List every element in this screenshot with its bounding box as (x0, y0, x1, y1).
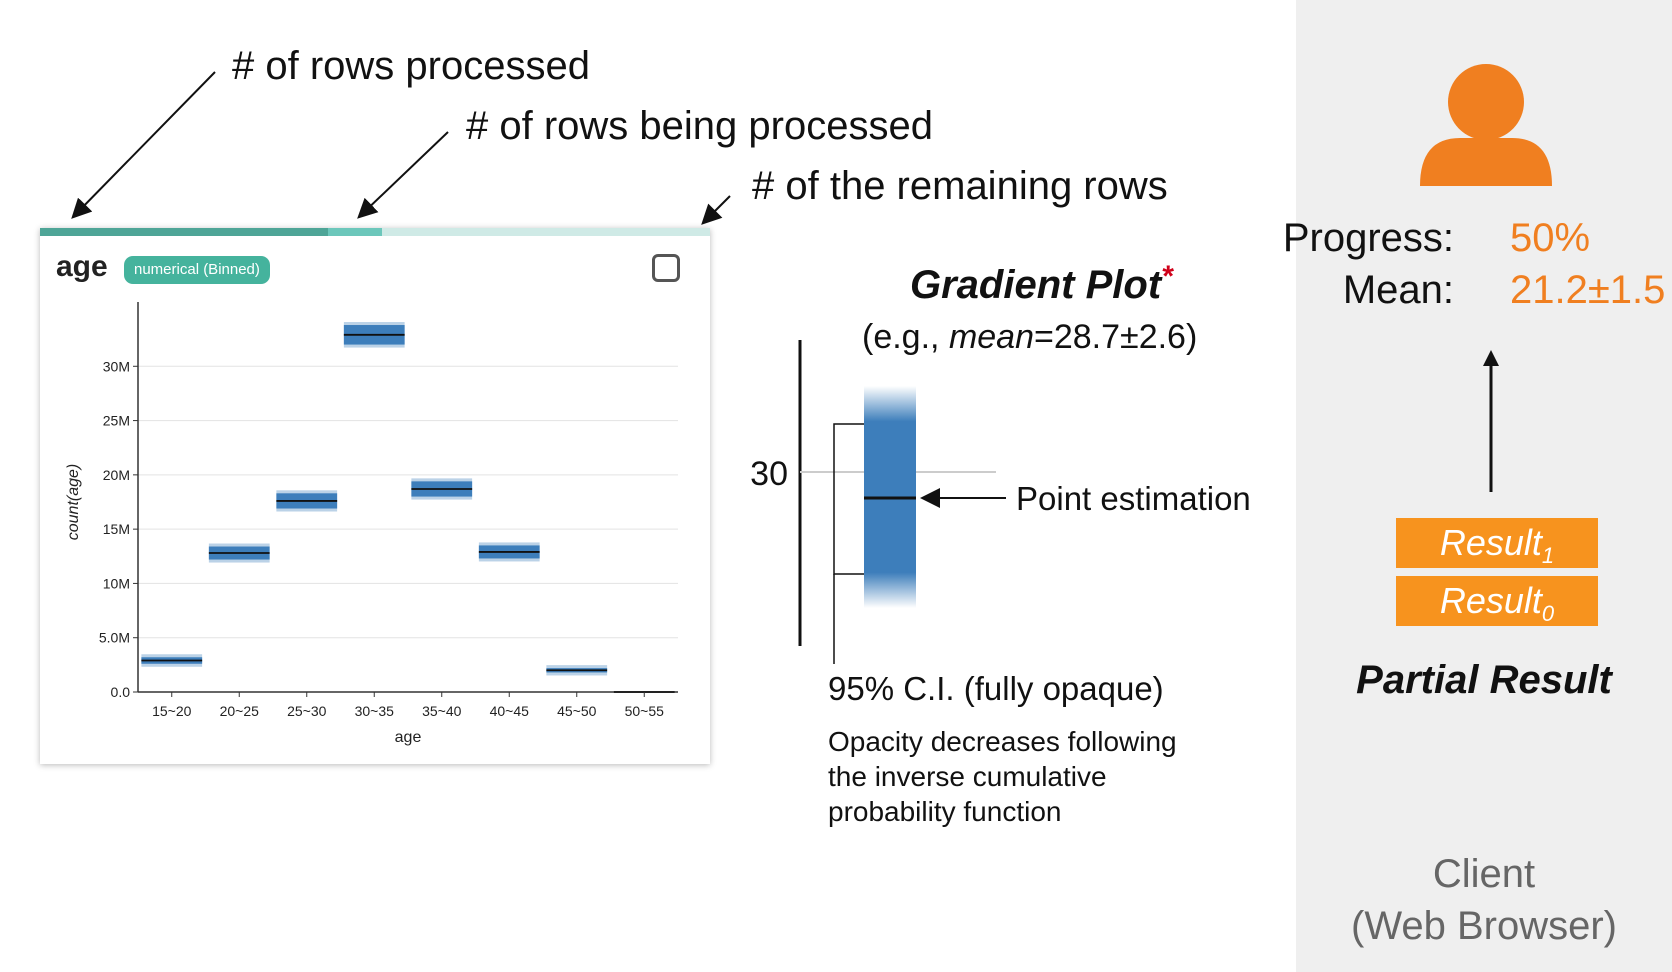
gradient-plot-title-text: Gradient Plot (910, 263, 1162, 307)
arrow-rows-being-processed (357, 131, 449, 219)
card-title: age (56, 250, 108, 283)
callout-rows-being-processed: # of rows being processed (466, 104, 933, 148)
x-tick-label: 15~20 (152, 703, 192, 719)
callout-remaining-rows: # of the remaining rows (752, 164, 1168, 208)
type-badge: numerical (Binned) (124, 256, 270, 284)
progress-processed (40, 228, 329, 236)
age-histogram: 0.0 5.0M 10M 15M 20M 25M 30M 15~20 20~25 25~30 30~… (65, 302, 678, 746)
y-tick-label: 10M (103, 575, 130, 591)
example-prefix: (e.g., (862, 318, 949, 356)
client-label: Client (Web Browser) (1296, 848, 1672, 952)
progress-label: Progress: (1282, 216, 1454, 260)
opacity-note-line: the inverse cumulative (828, 761, 1107, 792)
y-tick-label: 30M (103, 358, 130, 374)
x-tick-label: 35~40 (422, 703, 462, 719)
x-tick-label: 30~35 (355, 703, 395, 719)
y-tick-label: 20M (103, 467, 130, 483)
partial-result-label: Partial Result (1356, 658, 1612, 702)
result-0-sub: 0 (1541, 601, 1555, 626)
mean-label: Mean: (1342, 268, 1454, 312)
ci-label: 95% C.I. (fully opaque) (828, 670, 1164, 707)
progress-bar (40, 228, 710, 236)
y-tick-label: 5.0M (99, 630, 130, 646)
x-tick-label: 20~25 (220, 703, 260, 719)
example-var: mean (948, 318, 1034, 356)
opacity-note-line: probability function (828, 796, 1062, 827)
y-tick-label: 15M (103, 521, 130, 537)
opacity-note-line: Opacity decreases following (828, 726, 1177, 757)
point-estimate-label: Point estimation (1016, 480, 1251, 517)
user-icon (1420, 64, 1552, 186)
example-rest: =28.7±2.6) (1034, 318, 1198, 356)
client-line: (Web Browser) (1351, 904, 1617, 948)
client-panel: Progress: 50% Mean: 21.2±1.5 Result1 Res… (1283, 0, 1672, 972)
y-tick-label: 0.0 (111, 684, 131, 700)
mean-value: 21.2±1.5 (1510, 268, 1666, 312)
result-1-text: Result (1439, 522, 1542, 563)
result-0-text: Result (1439, 580, 1542, 621)
select-checkbox[interactable] (652, 254, 680, 282)
gradient-plot-diagram: 30 Point estimation (750, 340, 1251, 664)
gradient-plot-example: (e.g., mean=28.7±2.6) (862, 318, 1197, 357)
y-tick-label: 25M (103, 413, 130, 429)
x-tick-label: 40~45 (490, 703, 530, 719)
callout-arrows (71, 71, 731, 225)
diagram-axis-label: 30 (750, 455, 788, 493)
x-tick-label: 45~50 (557, 703, 597, 719)
result-0-box: Result0 (1396, 576, 1598, 626)
x-tick-label: 25~30 (287, 703, 327, 719)
result-1-sub: 1 (1541, 543, 1555, 568)
ci-bracket (833, 423, 864, 575)
histogram-card: age numerical (Binned) 0.0 5.0M 10M 15M 20M 2… (40, 228, 710, 764)
opacity-note: Opacity decreases following the inverse … (828, 724, 1177, 829)
progress-value: 50% (1510, 216, 1591, 260)
asterisk: * (1161, 260, 1173, 293)
x-tick-label: 50~55 (625, 703, 665, 719)
x-axis-label: age (395, 729, 422, 746)
arrow-remaining-rows (701, 195, 731, 225)
client-line: Client (1432, 852, 1536, 896)
callout-rows-processed: # of rows processed (232, 44, 590, 88)
progress-in-flight (328, 228, 382, 236)
up-arrow (1483, 350, 1499, 492)
arrow-rows-processed (71, 71, 216, 219)
y-axis-label: count(age) (65, 464, 82, 541)
result-1-box: Result1 (1396, 518, 1598, 568)
gradient-plot-title: Gradient Plot* (910, 260, 1173, 308)
